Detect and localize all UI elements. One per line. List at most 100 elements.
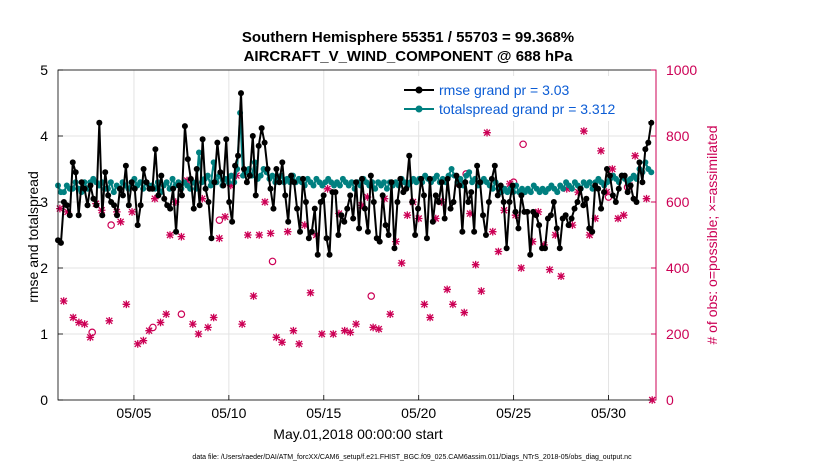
rmse-point (152, 146, 159, 153)
totalspread-point (257, 172, 264, 179)
rmse-point (205, 199, 212, 205)
obs-possible-marker (268, 257, 277, 266)
rmse-point (648, 119, 655, 126)
rmse-point (81, 185, 88, 192)
rmse-point (66, 212, 73, 219)
rmse-point (409, 199, 416, 205)
obs-assimilated-marker (619, 211, 628, 219)
rmse-point (173, 228, 180, 235)
obs-assimilated-marker (528, 237, 537, 246)
rmse-point (423, 235, 430, 242)
obs-assimilated-marker (574, 188, 582, 196)
obs-assimilated-marker (261, 198, 269, 206)
rmse-point (226, 199, 233, 205)
rmse-point (547, 212, 554, 219)
rmse-point (240, 166, 247, 172)
rmse-point (480, 212, 487, 219)
rmse-point (78, 179, 85, 186)
rmse-point (261, 139, 268, 146)
rmse-point (353, 179, 360, 186)
totalspread-point (380, 179, 387, 186)
rmse-point (633, 199, 640, 205)
rmse-point (385, 232, 392, 238)
totalspread-point (383, 185, 390, 192)
totalspread-point (107, 179, 114, 186)
obs-assimilated-marker (352, 320, 360, 328)
rmse-point (72, 169, 79, 176)
rmse-point (75, 212, 82, 219)
totalspread-point (204, 172, 211, 179)
x-tick-label: 05/30 (591, 405, 626, 421)
obs-assimilated-marker (608, 165, 617, 173)
obs-assimilated-marker (80, 320, 89, 328)
obs-assimilated-marker (166, 231, 174, 239)
rmse-point (229, 218, 236, 225)
legend-box (400, 76, 650, 121)
rmse-point (220, 182, 227, 189)
obs-possible-marker (519, 140, 527, 149)
obs-assimilated-marker (557, 272, 565, 281)
rmse-point (125, 202, 132, 209)
y-axis-left-label: rmse and totalspread (25, 171, 41, 303)
rmse-point (435, 199, 442, 205)
rmse-point (249, 133, 256, 139)
rmse-point (187, 175, 194, 182)
rmse-point (453, 172, 460, 179)
rmse-point (506, 199, 513, 205)
rmse-point (276, 179, 283, 186)
rmse-point (211, 179, 218, 186)
legend-rmse-label: rmse grand pr = 3.03 (439, 82, 570, 98)
rmse-point (202, 185, 209, 192)
rmse-point (388, 179, 395, 186)
obs-assimilated-marker (151, 194, 159, 203)
rmse-point (235, 152, 242, 159)
rmse-point (565, 222, 572, 229)
rmse-point (338, 212, 345, 219)
y-left-tick-label: 4 (40, 128, 48, 144)
rmse-point (217, 169, 224, 176)
obs-assimilated-marker (215, 234, 224, 243)
totalspread-point (560, 185, 567, 192)
obs-assimilated-marker (306, 288, 315, 297)
rmse-point (465, 199, 472, 205)
rmse-point (237, 90, 244, 97)
rmse-point (246, 172, 253, 179)
rmse-point (376, 238, 383, 245)
rmse-point (181, 123, 188, 130)
obs-assimilated-marker (162, 310, 171, 318)
totalspread-point (310, 182, 317, 189)
rmse-point (264, 166, 271, 172)
y-right-tick-label: 800 (666, 128, 690, 144)
obs-assimilated-marker (105, 317, 114, 325)
obs-assimilated-marker (585, 231, 594, 239)
rmse-point (69, 159, 76, 166)
obs-assimilated-marker (116, 218, 125, 226)
rmse-point (432, 192, 439, 199)
obs-assimilated-marker (238, 320, 246, 328)
obs-possible-marker (107, 221, 115, 229)
rmse-point (379, 192, 386, 199)
rmse-point (497, 182, 504, 189)
rmse-point (574, 199, 581, 205)
totalspread-point (554, 189, 561, 196)
y-right-tick-label: 600 (666, 194, 690, 210)
series-layer (55, 90, 657, 404)
obs-assimilated-marker (139, 336, 148, 345)
obs-assimilated-marker (346, 328, 355, 337)
rmse-point (143, 179, 150, 186)
obs-assimilated-marker (194, 330, 203, 338)
rmse-point (583, 195, 590, 202)
rmse-point (137, 202, 144, 209)
rmse-point (158, 172, 165, 179)
rmse-point (609, 192, 616, 199)
obs-assimilated-marker (278, 338, 286, 347)
obs-assimilated-marker (183, 176, 191, 185)
rmse-point (267, 185, 274, 192)
rmse-point (488, 175, 495, 182)
rmse-point (447, 205, 454, 212)
rmse-point (155, 192, 162, 199)
obs-assimilated-marker (642, 194, 651, 203)
rmse-line (57, 92, 653, 256)
rmse-point (223, 136, 230, 143)
obs-assimilated-marker (63, 208, 72, 216)
